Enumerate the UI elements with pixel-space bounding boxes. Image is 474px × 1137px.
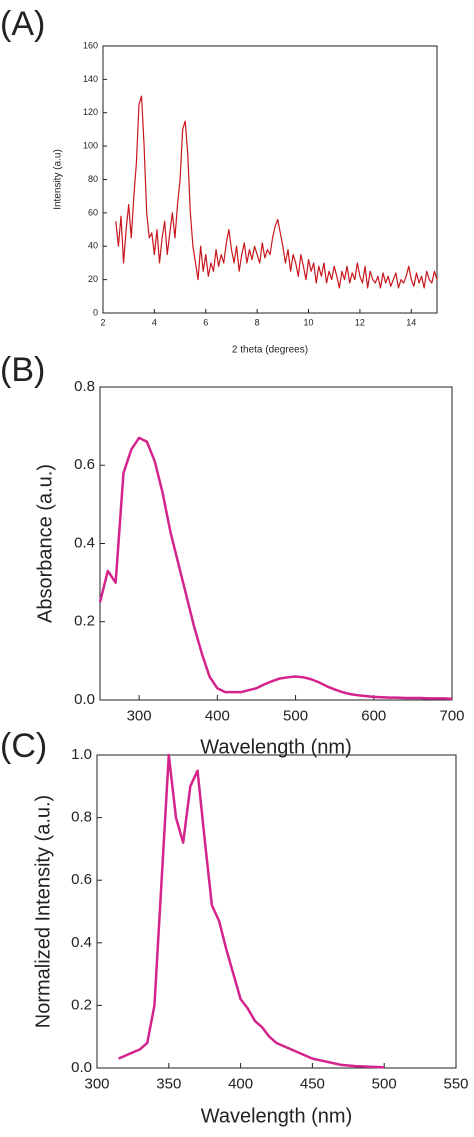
x-tick-label: 8 xyxy=(255,317,260,327)
y-tick-label: 140 xyxy=(83,74,98,84)
y-tick-label: 120 xyxy=(83,107,98,117)
x-tick-label: 6 xyxy=(203,317,208,327)
x-tick-label: 500 xyxy=(372,1075,397,1092)
x-axis-label: Wavelength (nm) xyxy=(201,1105,353,1127)
x-tick-label: 300 xyxy=(127,707,152,724)
x-tick-label: 300 xyxy=(84,1075,109,1092)
x-tick-label: 350 xyxy=(156,1075,181,1092)
y-tick-label: 1.0 xyxy=(71,746,92,763)
x-tick-label: 4 xyxy=(152,317,157,327)
panel-label: (C) xyxy=(0,727,47,765)
data-line xyxy=(115,95,438,289)
y-axis-label: Absorbance (a.u.) xyxy=(34,464,56,623)
y-tick-label: 0 xyxy=(93,307,98,317)
y-tick-label: 80 xyxy=(88,174,98,184)
x-tick-label: 450 xyxy=(300,1075,325,1092)
y-tick-label: 0.0 xyxy=(74,691,95,708)
x-tick-label: 2 xyxy=(100,317,105,327)
plot-frame xyxy=(99,386,453,701)
y-tick-label: 0.4 xyxy=(74,534,95,551)
x-tick-label: 500 xyxy=(283,707,308,724)
x-axis-label: 2 theta (degrees) xyxy=(232,345,308,356)
x-tick-label: 12 xyxy=(355,317,365,327)
panel-label: (A) xyxy=(0,5,45,43)
panel-label: (B) xyxy=(0,351,45,389)
x-axis-label: Wavelength (nm) xyxy=(200,736,352,758)
y-tick-label: 160 xyxy=(83,40,98,50)
y-tick-label: 0.2 xyxy=(71,996,92,1013)
y-tick-label: 0.4 xyxy=(71,934,92,951)
data-line xyxy=(98,436,453,701)
plot-frame xyxy=(102,45,438,314)
x-tick-label: 10 xyxy=(304,317,314,327)
x-tick-label: 600 xyxy=(361,707,386,724)
y-axis-label: Intensity (a.u) xyxy=(53,149,64,210)
y-tick-label: 0.0 xyxy=(71,1059,92,1076)
x-tick-label: 14 xyxy=(406,317,416,327)
y-tick-label: 0.6 xyxy=(71,871,92,888)
y-tick-label: 60 xyxy=(88,207,98,217)
y-tick-label: 20 xyxy=(88,274,98,284)
plot-frame xyxy=(96,754,457,1069)
y-tick-label: 0.8 xyxy=(71,809,92,826)
x-tick-label: 400 xyxy=(228,1075,253,1092)
data-line xyxy=(118,753,385,1069)
y-tick-label: 40 xyxy=(88,241,98,251)
y-axis-label: Normalized Intensity (a.u.) xyxy=(32,795,54,1028)
y-tick-label: 0.6 xyxy=(74,456,95,473)
x-tick-label: 400 xyxy=(205,707,230,724)
x-tick-label: 700 xyxy=(439,707,464,724)
y-tick-label: 100 xyxy=(83,141,98,151)
x-tick-label: 550 xyxy=(443,1075,468,1092)
y-tick-label: 0.2 xyxy=(74,613,95,630)
y-tick-label: 0.8 xyxy=(74,378,95,395)
